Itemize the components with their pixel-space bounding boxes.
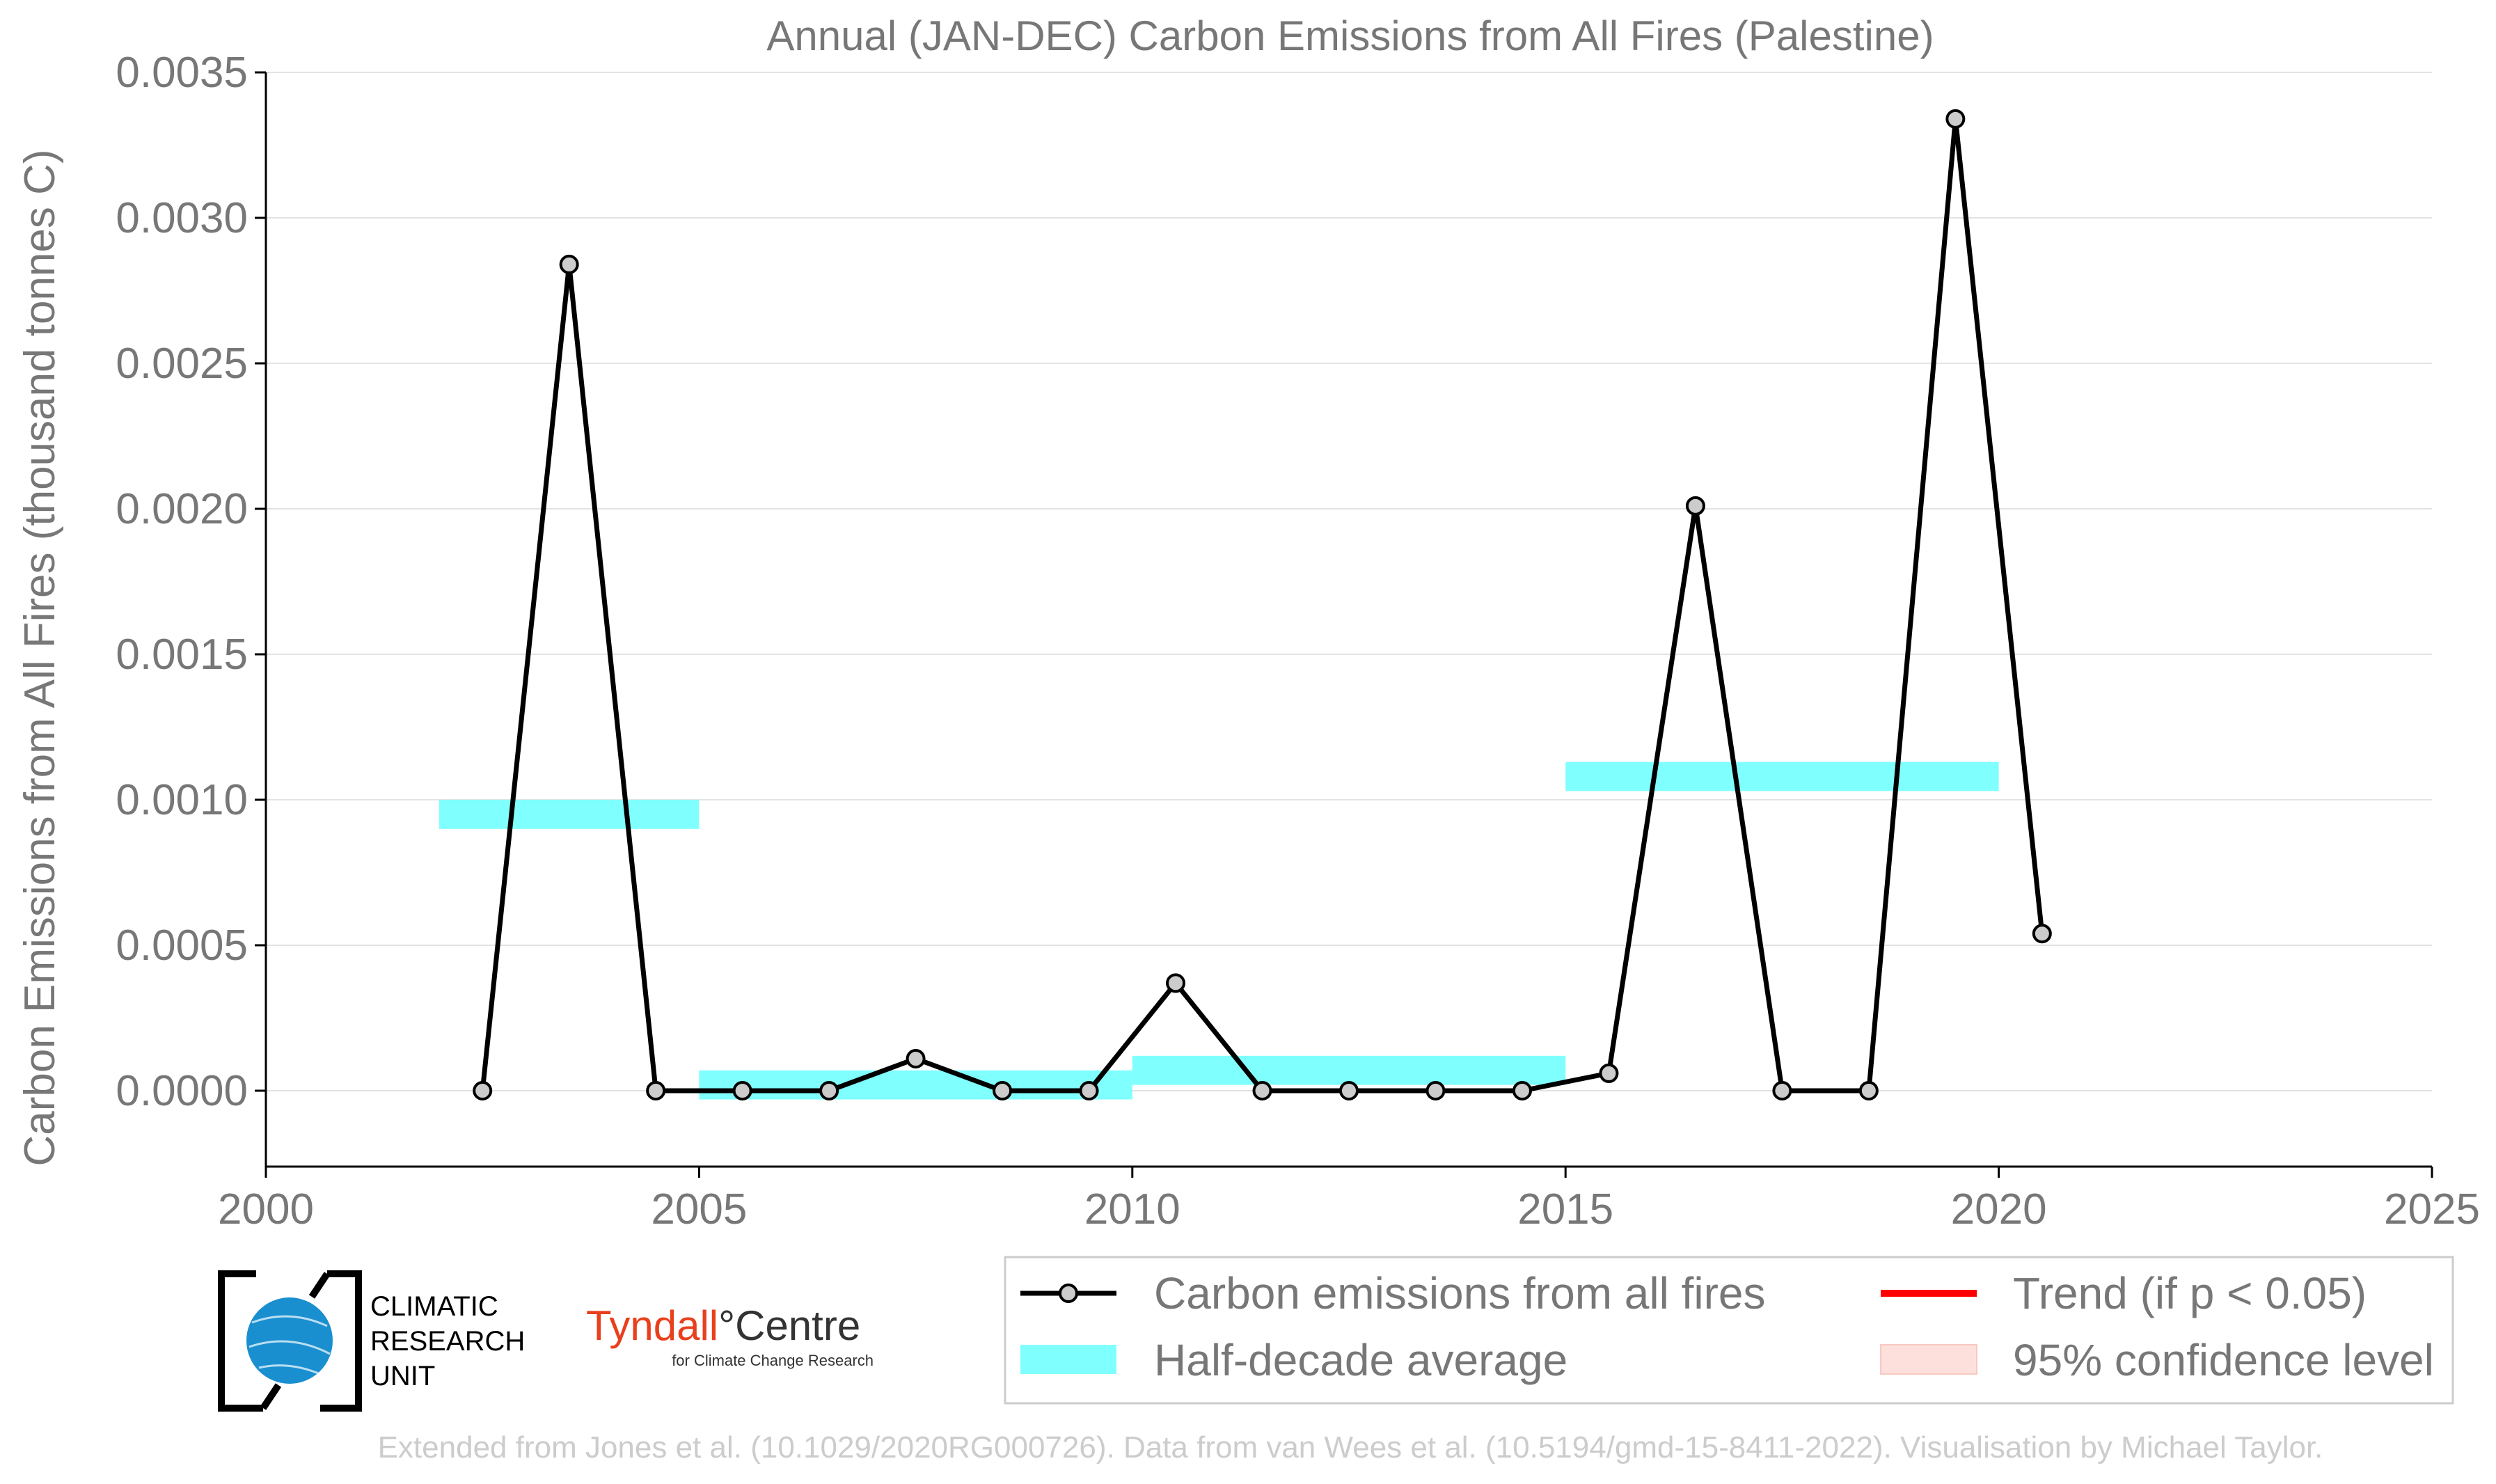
half-decade-averages <box>439 761 1999 1100</box>
y-tick-label: 0.0015 <box>116 631 248 679</box>
tyndall-logo: Tyndall°Centre for Climate Change Resear… <box>586 1302 874 1369</box>
y-tick-label: 0.0020 <box>116 485 248 533</box>
legend-item-confidence: 95% confidence level <box>1880 1335 2434 1385</box>
legend-average-swatch <box>1020 1345 1116 1374</box>
tyndall-subtitle: for Climate Change Research <box>672 1352 874 1369</box>
data-point <box>1772 1081 1792 1100</box>
legend-marker-swatch <box>1059 1284 1078 1303</box>
data-point <box>1512 1081 1532 1100</box>
data-point <box>1685 496 1705 516</box>
data-point <box>2032 924 2052 944</box>
tyndall-degree: ° <box>718 1302 735 1349</box>
y-tick-label: 0.0035 <box>116 49 248 97</box>
data-point <box>1166 973 1186 993</box>
legend: Carbon emissions from all fires Trend (i… <box>1004 1256 2454 1405</box>
y-axis-ticks: 0.0000 0.0005 0.0010 0.0015 0.0020 0.0025 0.00… <box>116 49 266 1115</box>
half-decade-bar <box>1565 761 1999 791</box>
y-tick-label: 0.0025 <box>116 340 248 388</box>
legend-item-average: Half-decade average <box>1020 1335 1567 1385</box>
x-tick-label: 2020 <box>1951 1185 2047 1233</box>
half-decade-bar <box>439 800 700 829</box>
cru-line-3: UNIT <box>370 1361 435 1391</box>
legend-label-confidence: 95% confidence level <box>2013 1335 2434 1385</box>
y-tick-label: 0.0005 <box>116 922 248 970</box>
data-point <box>1425 1081 1446 1100</box>
data-point <box>1858 1081 1879 1100</box>
footer-credits: Extended from Jones et al. (10.1029/2020… <box>378 1430 2323 1465</box>
legend-box <box>1004 1256 2454 1405</box>
tyndall-centre: Centre <box>735 1302 860 1349</box>
data-point <box>1339 1081 1359 1100</box>
data-point <box>906 1049 926 1069</box>
data-point <box>1079 1081 1099 1100</box>
y-tick-label: 0.0030 <box>116 194 248 242</box>
data-point <box>559 254 579 274</box>
legend-label-average: Half-decade average <box>1154 1335 1567 1385</box>
data-point <box>819 1081 839 1100</box>
x-tick-label: 2000 <box>218 1185 314 1233</box>
legend-item-trend: Trend (if p < 0.05) <box>1881 1268 2367 1318</box>
data-point <box>1252 1081 1272 1100</box>
cru-logo: CLIMATIC RESEARCH UNIT <box>218 1270 525 1412</box>
data-point <box>1599 1063 1619 1083</box>
legend-confidence-swatch <box>1880 1344 1977 1375</box>
chart-title: Annual (JAN-DEC) Carbon Emissions from A… <box>766 13 1934 59</box>
data-point <box>1945 109 1966 129</box>
y-axis-label: Carbon Emissions from All Fires (thousan… <box>16 149 64 1166</box>
y-tick-label: 0.0000 <box>116 1067 248 1115</box>
half-decade-bar <box>699 1070 1132 1100</box>
data-point <box>646 1081 666 1100</box>
svg-text:Tyndall°Centre: Tyndall°Centre <box>586 1302 860 1349</box>
data-point <box>732 1081 752 1100</box>
data-series <box>473 109 2052 1100</box>
cru-line-1: CLIMATIC <box>370 1291 498 1322</box>
data-point <box>473 1081 493 1100</box>
x-axis-ticks: 2000 2005 2010 2015 2020 2025 <box>218 1167 2480 1233</box>
gridlines <box>266 72 2432 1091</box>
x-tick-label: 2015 <box>1517 1185 1613 1233</box>
x-tick-label: 2005 <box>651 1185 747 1233</box>
tyndall-name: Tyndall <box>586 1302 718 1349</box>
y-tick-label: 0.0010 <box>116 776 248 824</box>
cru-line-2: RESEARCH <box>370 1326 525 1357</box>
x-tick-label: 2010 <box>1084 1185 1180 1233</box>
data-point <box>993 1081 1013 1100</box>
half-decade-bar <box>1132 1055 1566 1085</box>
x-tick-label: 2025 <box>2384 1185 2480 1233</box>
legend-label-emissions: Carbon emissions from all fires <box>1154 1268 1766 1318</box>
legend-item-emissions: Carbon emissions from all fires <box>1020 1268 1766 1318</box>
legend-label-trend: Trend (if p < 0.05) <box>2013 1268 2367 1318</box>
